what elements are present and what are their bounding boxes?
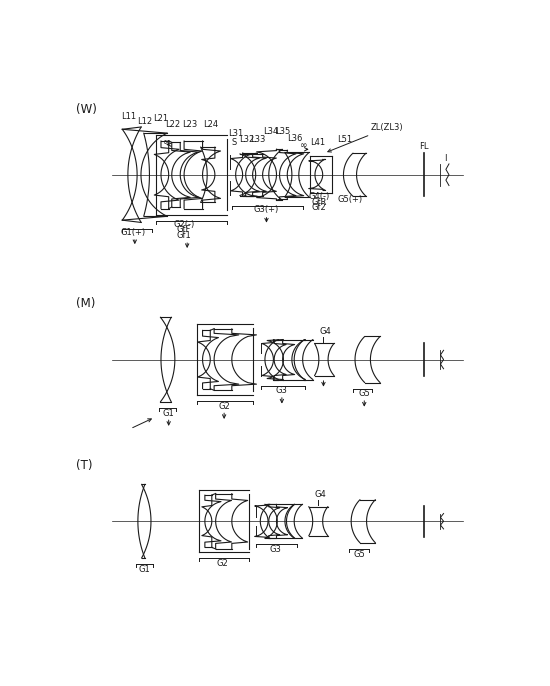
Text: L11: L11 (121, 113, 136, 121)
Text: L22: L22 (165, 120, 180, 129)
Text: G3: G3 (270, 545, 282, 554)
Text: G4(-): G4(-) (308, 192, 329, 202)
Text: (T): (T) (76, 459, 93, 472)
Text: L24: L24 (203, 120, 218, 129)
Text: L23: L23 (182, 120, 197, 129)
Text: S: S (232, 139, 237, 147)
Text: G1(+): G1(+) (120, 228, 146, 237)
Text: G5(+): G5(+) (337, 196, 362, 204)
Text: G3(+): G3(+) (254, 205, 279, 215)
Text: L32: L32 (240, 135, 255, 144)
Text: L36: L36 (287, 134, 303, 143)
Text: G2(-): G2(-) (173, 220, 195, 229)
Text: G2: G2 (217, 559, 228, 568)
Text: (M): (M) (76, 297, 96, 310)
Text: L31: L31 (228, 129, 243, 138)
Text: G5: G5 (359, 390, 370, 399)
Text: Gf1: Gf1 (177, 231, 191, 240)
Text: G1: G1 (139, 565, 151, 574)
Text: L51: L51 (338, 135, 353, 144)
Text: L34: L34 (263, 127, 278, 136)
Text: ∞: ∞ (163, 137, 171, 147)
Text: L12: L12 (138, 117, 152, 126)
Text: FL: FL (420, 142, 429, 152)
Text: ∞: ∞ (300, 141, 307, 150)
Text: L33: L33 (250, 135, 266, 144)
Text: G1: G1 (163, 409, 174, 418)
Text: G3: G3 (276, 386, 288, 395)
Text: L41: L41 (311, 139, 326, 147)
Text: G2: G2 (218, 402, 230, 411)
Text: G4: G4 (315, 490, 326, 499)
Text: ZL(ZL3): ZL(ZL3) (371, 123, 403, 132)
Text: I: I (444, 154, 447, 163)
Text: G5: G5 (353, 549, 365, 558)
Text: GfR: GfR (311, 198, 327, 206)
Text: GfF: GfF (177, 226, 191, 235)
Text: (W): (W) (76, 103, 97, 116)
Text: Gf2: Gf2 (311, 203, 326, 212)
Text: L21: L21 (153, 114, 168, 123)
Text: G4: G4 (320, 327, 332, 336)
Text: L35: L35 (275, 127, 290, 136)
